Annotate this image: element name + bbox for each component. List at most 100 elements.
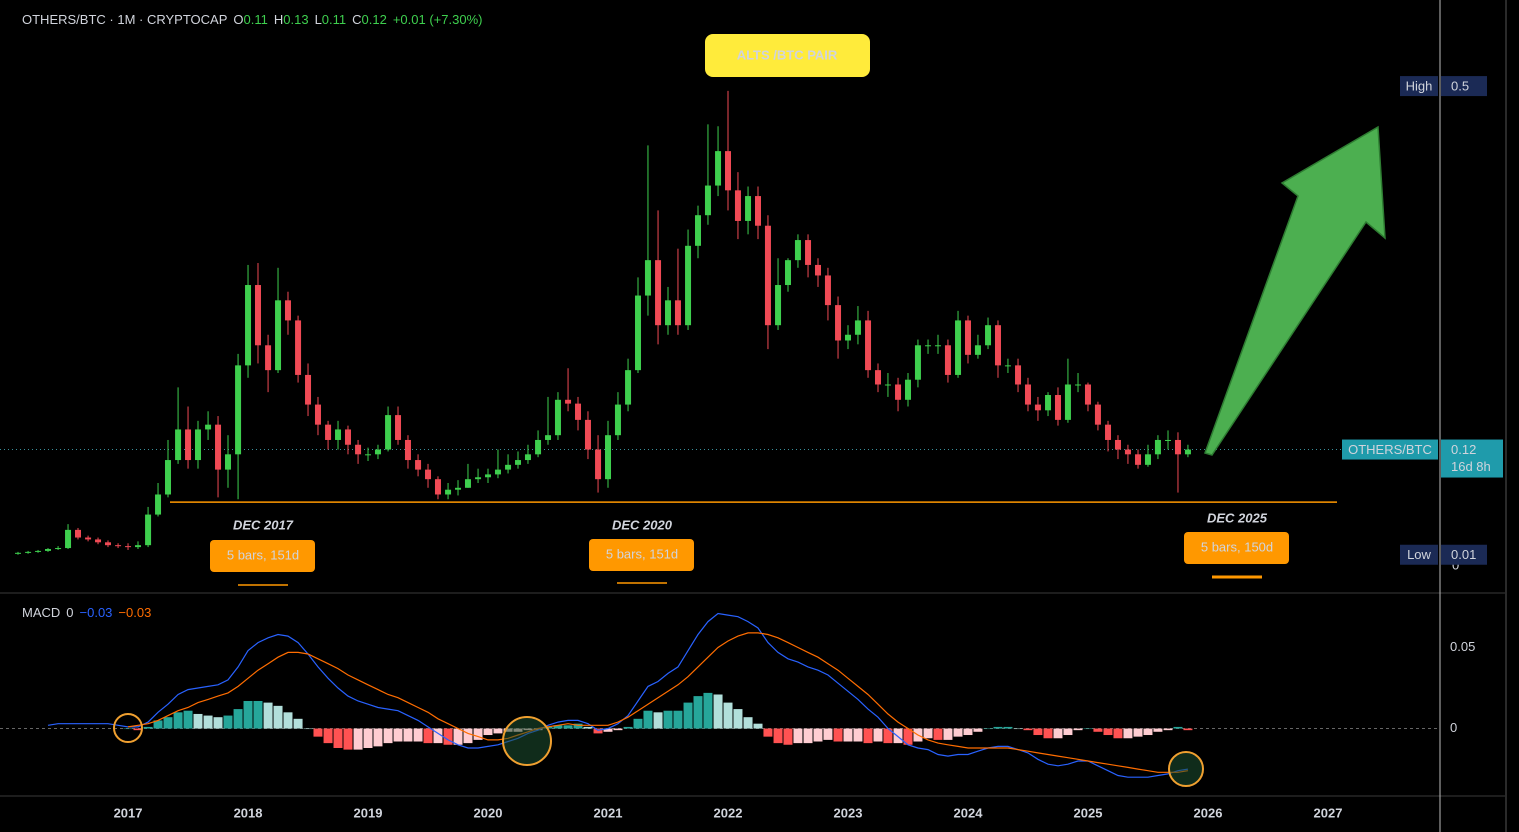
candle-body [1075,384,1082,386]
histogram-bar [483,728,493,736]
candle-body [524,454,531,461]
candle-body [794,240,801,261]
histogram-bar [853,728,863,742]
histogram-bar [333,728,343,748]
candle-body [925,345,932,347]
period-label: DEC 2020 [612,517,673,532]
candle-body [545,435,552,440]
histogram-bar [183,710,193,729]
histogram-bar [653,712,663,729]
candle-body [25,551,32,553]
ohlc-value: 0.11 [244,12,268,27]
histogram-bar [303,728,313,730]
candle-body [1174,439,1181,455]
candle-body [665,300,672,326]
histogram-bar [673,710,683,729]
candle-body [1144,454,1151,465]
histogram-bar [293,718,303,729]
histogram-bar [613,728,623,731]
macd-header: MACD 0 −0.03 −0.03 [22,605,151,620]
candle-body [355,444,362,455]
candle-body [44,549,51,551]
candle-body [985,325,992,346]
x-tick-label: 2024 [954,805,984,820]
histogram-bar [243,700,253,729]
histogram-bar [933,728,943,740]
histogram-bar [133,728,143,731]
candle-body [964,320,971,355]
candle-body [1154,439,1161,455]
candle-body [824,275,831,306]
y-tick-label: 0 [1452,558,1459,573]
histogram-bar [983,728,993,730]
histogram-bar [1133,728,1143,737]
change: +0.01 (+7.30%) [393,12,483,27]
candle-body [854,320,861,335]
histogram-bar [343,728,353,750]
candle-body [65,529,72,549]
highlight-circle [113,713,143,743]
candle-body [235,365,242,455]
candle-body [1105,424,1112,440]
histogram-bar [443,728,453,745]
candle-body [1064,384,1071,420]
histogram-bar [453,728,463,745]
candle-body [284,300,291,321]
histogram-bar [473,728,483,740]
histogram-bar [803,728,813,744]
histogram-bar [863,728,873,744]
highlight-circle [1168,751,1204,787]
candle-body [215,424,222,470]
histogram-bar [783,728,793,745]
badge-label: High [1406,79,1433,94]
candle-body [934,345,941,347]
histogram-bar [423,728,433,744]
candle-body [835,305,842,341]
badge-label: Low [1407,547,1431,562]
histogram-bar [353,728,363,750]
histogram-bar [793,728,803,744]
candle-body [515,460,522,465]
histogram-bar [843,728,853,742]
histogram-bar [703,692,713,729]
histogram-bar [253,700,263,729]
candle-body [704,185,711,216]
indicator-name: MACD [22,605,60,620]
duration-box [589,539,694,571]
histogram-bar [283,712,293,729]
candle-body [994,325,1001,366]
histogram-bar [1003,726,1013,729]
histogram-bar [383,728,393,744]
x-tick-label: 2019 [354,805,383,820]
macd-line [127,632,1188,773]
candle-body [884,384,891,386]
candle-body [14,552,21,554]
histogram-bar [813,728,823,742]
histogram-bar [393,728,403,742]
histogram-bar [1143,728,1153,736]
candle-body [115,545,122,547]
histogram-bar [1183,728,1193,731]
x-tick-label: 2018 [234,805,263,820]
histogram-bar [1173,726,1183,729]
candle-body [904,379,911,400]
candle-body [185,429,192,461]
period-label: DEC 2017 [233,517,294,532]
highlight-circle [502,716,552,766]
candle-body [95,539,102,543]
candle-body [35,550,42,552]
histogram-bar [883,728,893,744]
histogram-bar [773,728,783,744]
candle-body [565,399,572,404]
candle-body [1045,395,1052,411]
candle-body [955,320,962,375]
histogram-bar [1123,728,1133,739]
histogram-bar [1103,728,1113,736]
histogram-bar [723,702,733,729]
histogram-bar [553,725,563,729]
candle-body [505,464,512,470]
candle-body [535,439,542,455]
candle-body [445,489,452,495]
